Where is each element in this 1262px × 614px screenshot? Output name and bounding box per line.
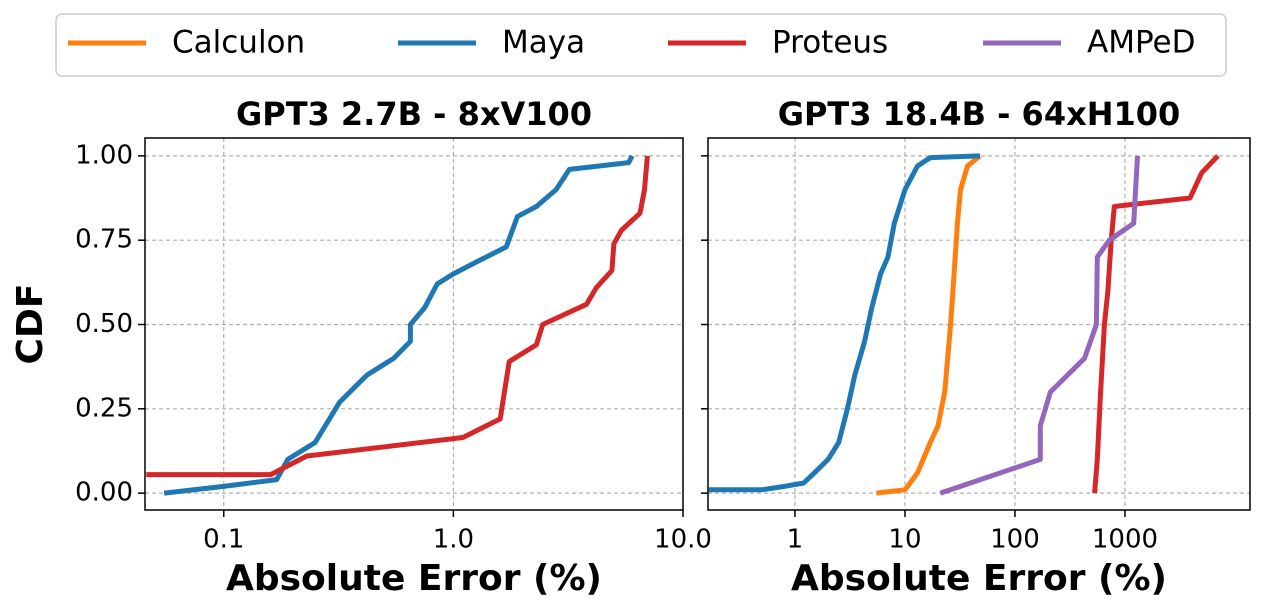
x-axis-label: Absolute Error (%) xyxy=(791,558,1167,599)
x-tick-label: 100 xyxy=(990,525,1040,555)
x-tick-label: 1 xyxy=(787,525,804,555)
y-tick-label: 0.25 xyxy=(75,393,133,423)
x-tick-label: 1000 xyxy=(1092,525,1158,555)
axes-frame xyxy=(707,137,1251,511)
axes-frame xyxy=(144,137,684,511)
legend-label: Proteus xyxy=(772,25,888,61)
cdf-line xyxy=(1092,154,1220,494)
y-tick-label: 1.00 xyxy=(75,140,133,170)
legend-box xyxy=(55,13,1227,77)
legend-label: Calculon xyxy=(172,25,305,61)
x-tick-label: 0.1 xyxy=(203,525,244,555)
x-tick-label: 10.0 xyxy=(654,525,712,555)
x-tick-label: 1.0 xyxy=(433,525,474,555)
cdf-line xyxy=(163,154,635,496)
y-axis-label: CDF xyxy=(10,284,51,365)
cdf-line xyxy=(708,153,980,493)
cdf-line xyxy=(939,155,1140,496)
cdf-line xyxy=(876,153,982,496)
x-axis-label: Absolute Error (%) xyxy=(226,558,602,599)
y-tick-label: 0.50 xyxy=(75,309,133,339)
x-tick-label: 10 xyxy=(888,525,921,555)
y-tick-label: 0.00 xyxy=(75,478,133,508)
subplot-title: GPT3 2.7B - 8xV100 xyxy=(236,95,592,133)
y-tick-label: 0.75 xyxy=(75,225,133,255)
cdf-line xyxy=(146,155,650,478)
legend-label: Maya xyxy=(502,25,585,61)
legend-label: AMPeD xyxy=(1087,25,1196,61)
subplot-title: GPT3 18.4B - 64xH100 xyxy=(778,95,1181,133)
